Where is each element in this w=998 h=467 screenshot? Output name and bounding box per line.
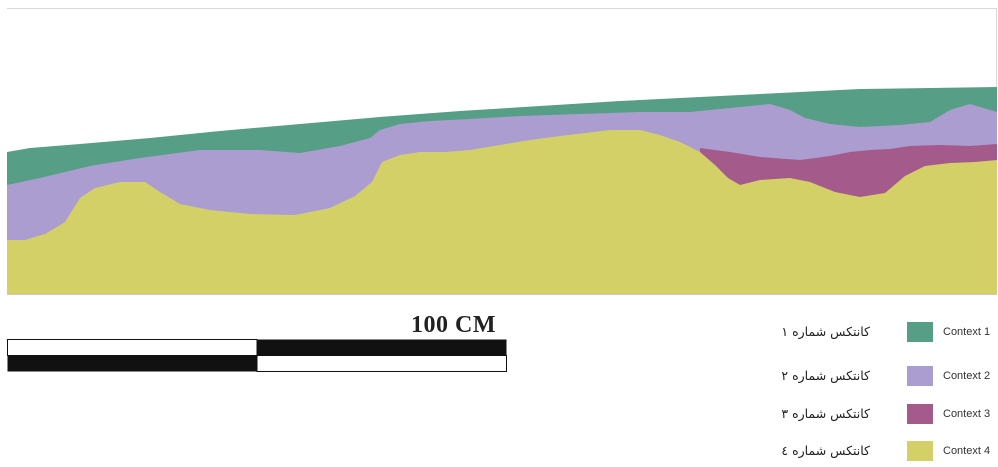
legend-label-en: Context 4 [943,445,991,457]
legend-swatch-context-1 [907,322,933,342]
scale-segment-bottom-right [256,355,507,372]
legend-label-fa: کانتکس شماره ٤ [781,443,870,458]
scale-segment-top-right [257,339,507,356]
scale-bar-label: 100 CM [411,312,496,338]
legend-item-context-3: کانتکس شماره ۳ Context 3 [780,404,995,426]
legend-label-fa: کانتکس شماره ۲ [781,368,870,383]
legend-label-en: Context 1 [943,326,991,338]
scale-segment-bottom-left [7,355,257,372]
legend-swatch-context-4 [907,441,933,461]
legend-label-fa: کانتکس شماره ۱ [781,324,870,339]
legend-item-context-4: کانتکس شماره ٤ Context 4 [780,441,995,463]
context-4-layer [7,130,997,294]
legend-item-context-2: کانتکس شماره ۲ Context 2 [780,366,995,388]
legend-label-en: Context 3 [943,408,991,420]
legend-label-fa: کانتکس شماره ۳ [781,406,870,421]
scale-segment-top-left [7,339,258,356]
legend-item-context-1: کانتکس شماره ۱ Context 1 [780,322,995,344]
stratigraphic-section [7,87,997,294]
legend-swatch-context-2 [907,366,933,386]
legend-swatch-context-3 [907,404,933,424]
legend-label-en: Context 2 [943,370,991,382]
scale-bar [7,339,507,372]
